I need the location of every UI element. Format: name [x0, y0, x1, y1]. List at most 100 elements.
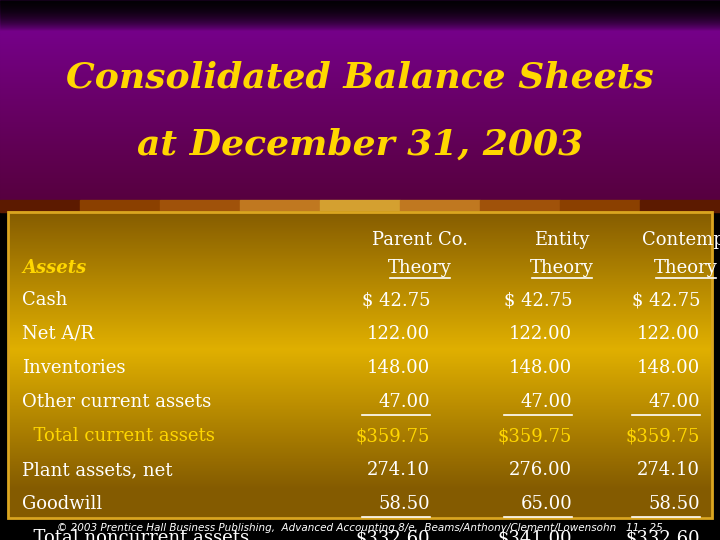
Bar: [0, 65, 720, 66]
Text: 148.00: 148.00: [509, 359, 572, 377]
Bar: [0, 116, 720, 117]
Bar: [0, 173, 720, 174]
Bar: [0, 76, 720, 77]
Bar: [0, 92, 720, 93]
Bar: [0, 14, 720, 15]
Bar: [0, 78, 720, 79]
Bar: [0, 64, 720, 65]
Bar: [0, 203, 720, 204]
Bar: [0, 195, 720, 196]
Bar: [0, 142, 720, 143]
Bar: [0, 8, 720, 9]
Text: Goodwill: Goodwill: [22, 495, 102, 513]
Bar: [0, 96, 720, 97]
Bar: [0, 124, 720, 125]
Bar: [0, 46, 720, 47]
Text: 47.00: 47.00: [521, 393, 572, 411]
Text: Other current assets: Other current assets: [22, 393, 211, 411]
Bar: [0, 121, 720, 122]
Bar: [0, 20, 720, 21]
Bar: [0, 192, 720, 193]
Text: Theory: Theory: [388, 259, 452, 277]
Bar: [0, 74, 720, 75]
Text: Inventories: Inventories: [22, 359, 125, 377]
Text: Assets: Assets: [22, 259, 86, 277]
Bar: [0, 75, 720, 76]
Bar: [0, 156, 720, 157]
Bar: [0, 37, 720, 38]
Text: Net A/R: Net A/R: [22, 325, 94, 343]
Bar: [0, 16, 720, 17]
Bar: [0, 178, 720, 179]
Bar: [0, 12, 720, 13]
Bar: [0, 42, 720, 43]
Bar: [0, 14, 720, 15]
Bar: [0, 197, 720, 198]
Bar: [0, 188, 720, 189]
Text: Cash: Cash: [22, 291, 68, 309]
Bar: [0, 148, 720, 149]
Bar: [0, 9, 720, 10]
Bar: [0, 200, 720, 201]
Bar: [0, 70, 720, 71]
Bar: [0, 63, 720, 64]
Bar: [0, 200, 80, 212]
Text: 65.00: 65.00: [521, 495, 572, 513]
Bar: [0, 113, 720, 114]
Bar: [0, 6, 720, 7]
Bar: [0, 79, 720, 80]
Bar: [0, 171, 720, 172]
Bar: [0, 18, 720, 19]
Bar: [0, 18, 720, 19]
Bar: [0, 103, 720, 104]
Bar: [0, 67, 720, 68]
Bar: [0, 127, 720, 128]
Text: 47.00: 47.00: [379, 393, 430, 411]
Bar: [0, 160, 720, 161]
Text: Theory: Theory: [530, 259, 594, 277]
Bar: [0, 11, 720, 12]
Bar: [0, 166, 720, 167]
Bar: [0, 186, 720, 187]
Bar: [0, 49, 720, 50]
Bar: [0, 26, 720, 27]
Bar: [8, 212, 712, 518]
Bar: [0, 154, 720, 155]
Bar: [0, 71, 720, 72]
Bar: [0, 106, 720, 107]
Text: Contemp.: Contemp.: [642, 231, 720, 249]
Bar: [0, 125, 720, 126]
Text: 148.00: 148.00: [366, 359, 430, 377]
Bar: [0, 55, 720, 56]
Bar: [0, 41, 720, 42]
Bar: [0, 202, 720, 203]
Bar: [0, 182, 720, 183]
Text: 274.10: 274.10: [367, 461, 430, 479]
Bar: [0, 123, 720, 124]
Bar: [0, 45, 720, 46]
Bar: [0, 0, 720, 1]
Bar: [0, 48, 720, 49]
Bar: [0, 11, 720, 12]
Bar: [0, 53, 720, 54]
Bar: [0, 131, 720, 132]
Text: 47.00: 47.00: [649, 393, 700, 411]
Text: $359.75: $359.75: [626, 427, 700, 445]
Bar: [0, 179, 720, 180]
Bar: [0, 38, 720, 39]
Bar: [0, 159, 720, 160]
Text: Consolidated Balance Sheets: Consolidated Balance Sheets: [66, 61, 654, 95]
Text: $341.00: $341.00: [498, 529, 572, 540]
Bar: [0, 112, 720, 113]
Text: Parent Co.: Parent Co.: [372, 231, 468, 249]
Bar: [0, 151, 720, 152]
Bar: [0, 19, 720, 20]
Bar: [0, 134, 720, 135]
Bar: [240, 200, 320, 212]
Bar: [0, 9, 720, 10]
Bar: [0, 128, 720, 129]
Bar: [0, 56, 720, 57]
Bar: [0, 143, 720, 144]
Bar: [0, 149, 720, 150]
Bar: [0, 40, 720, 41]
